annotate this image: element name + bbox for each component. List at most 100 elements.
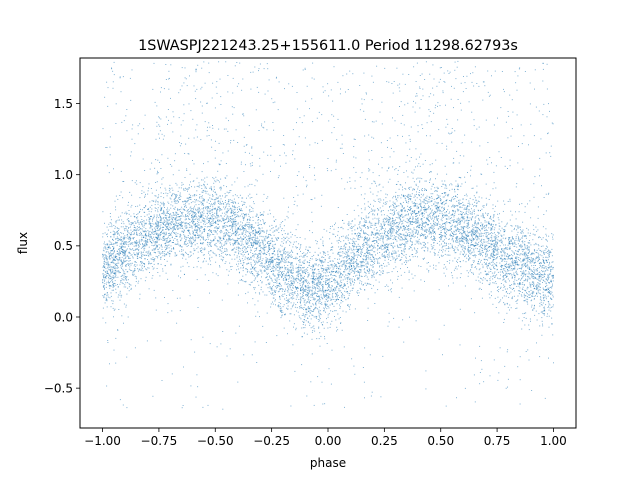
data-point <box>389 206 391 208</box>
data-point <box>126 264 128 266</box>
data-point <box>323 289 325 291</box>
data-point <box>226 191 228 193</box>
data-point <box>522 265 524 267</box>
data-point <box>186 227 188 229</box>
data-point <box>301 261 303 263</box>
data-point <box>531 252 532 254</box>
data-point <box>547 278 549 280</box>
data-point <box>452 240 454 242</box>
data-point <box>279 308 281 310</box>
data-point <box>419 177 421 179</box>
data-point <box>117 219 119 221</box>
data-point <box>201 208 203 210</box>
data-point <box>308 264 310 266</box>
data-point <box>337 262 339 264</box>
data-point <box>318 269 320 271</box>
data-point <box>422 195 424 197</box>
data-point <box>330 226 332 227</box>
data-point <box>524 211 526 213</box>
data-point <box>281 258 282 260</box>
data-point <box>421 232 423 234</box>
data-point <box>249 193 251 195</box>
data-point <box>388 220 390 222</box>
data-point <box>121 265 123 267</box>
data-point <box>436 242 438 244</box>
data-point <box>465 211 467 213</box>
data-point <box>515 262 516 264</box>
data-point <box>209 210 210 212</box>
data-point <box>164 221 165 223</box>
data-point <box>382 220 384 222</box>
data-point <box>246 231 248 233</box>
data-point <box>179 236 181 238</box>
data-point <box>474 245 476 247</box>
data-point <box>504 260 506 262</box>
data-point <box>209 260 211 262</box>
data-point <box>230 218 232 220</box>
data-point <box>463 231 465 233</box>
data-point <box>108 278 110 280</box>
data-point <box>174 252 176 254</box>
data-point <box>232 213 234 214</box>
data-point <box>374 292 376 294</box>
data-point <box>254 235 256 237</box>
data-point <box>102 255 104 257</box>
data-point <box>251 224 253 226</box>
data-point <box>176 225 178 227</box>
data-point <box>121 219 123 221</box>
data-point <box>317 291 319 292</box>
data-point <box>501 227 503 229</box>
data-point <box>497 213 499 215</box>
data-point <box>301 307 303 309</box>
data-point <box>322 244 324 246</box>
data-point <box>473 248 475 250</box>
data-point <box>274 267 276 269</box>
data-point <box>493 252 495 253</box>
data-point <box>204 220 206 222</box>
data-point <box>517 240 519 242</box>
data-point <box>434 231 435 233</box>
data-point <box>433 264 434 266</box>
data-point <box>378 234 380 236</box>
data-point <box>387 246 389 248</box>
data-point <box>314 278 316 280</box>
data-point <box>199 230 201 232</box>
data-point <box>397 275 399 277</box>
data-point <box>549 251 551 253</box>
data-point <box>168 236 169 238</box>
data-point <box>303 282 305 284</box>
data-point <box>452 260 454 262</box>
data-point <box>439 226 441 228</box>
data-point <box>327 254 329 256</box>
data-point <box>247 236 249 238</box>
data-point <box>397 231 399 233</box>
data-point <box>442 226 444 228</box>
data-point <box>552 285 553 287</box>
data-point <box>233 223 235 225</box>
data-point <box>237 234 239 236</box>
data-point <box>380 237 382 239</box>
data-point <box>297 276 299 278</box>
data-point <box>430 178 431 180</box>
data-point <box>491 234 493 236</box>
data-point <box>514 253 515 255</box>
data-point <box>464 285 466 287</box>
data-point <box>489 243 491 244</box>
data-point <box>284 274 286 276</box>
data-point <box>236 229 238 230</box>
data-point <box>161 208 163 210</box>
data-point <box>150 224 151 226</box>
data-point <box>290 231 292 233</box>
data-point <box>474 256 476 258</box>
data-point <box>388 218 389 220</box>
data-point <box>109 258 111 260</box>
data-point <box>180 240 181 242</box>
data-point <box>290 302 292 304</box>
data-point <box>403 196 405 198</box>
data-point <box>323 307 325 309</box>
data-point <box>309 308 311 310</box>
data-point <box>161 227 163 229</box>
data-point <box>152 229 154 231</box>
data-point <box>285 276 287 278</box>
data-point <box>269 264 271 265</box>
